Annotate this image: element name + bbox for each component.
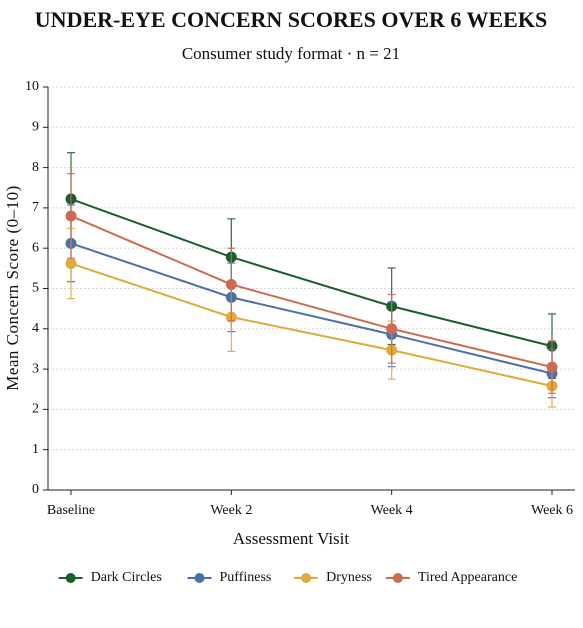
y-tick-label: 3: [32, 361, 39, 376]
y-tick-label: 6: [32, 240, 39, 255]
point: [386, 323, 398, 335]
y-axis-title: Mean Concern Score (0–10): [3, 185, 22, 391]
x-tick-label: Week 4: [371, 503, 413, 518]
x-tick-label: Week 6: [531, 503, 573, 518]
point: [546, 361, 558, 373]
chart-title: UNDER-EYE CONCERN SCORES OVER 6 WEEKS: [35, 7, 547, 32]
legend-label: Tired Appearance: [418, 570, 517, 585]
point: [225, 278, 237, 290]
chart-subtitle: Consumer study format · n = 21: [182, 44, 400, 63]
point: [65, 210, 77, 222]
y-tick-label: 10: [25, 79, 39, 94]
y-tick-label: 9: [32, 120, 39, 135]
y-tick-label: 4: [32, 321, 39, 336]
legend-marker: [65, 573, 76, 583]
legend-marker: [392, 573, 403, 583]
series-line: [70, 242, 553, 375]
y-tick-label: 1: [32, 442, 39, 457]
y-tick-label: 0: [32, 482, 39, 497]
x-tick-label: Baseline: [47, 503, 95, 518]
legend-label: Dryness: [326, 570, 372, 585]
point: [65, 258, 77, 270]
y-tick-label: 2: [32, 402, 39, 417]
legend-label: Dark Circles: [91, 570, 162, 585]
series-line: [70, 215, 553, 369]
series-line: [70, 198, 553, 348]
legend-marker: [301, 573, 312, 583]
legend-label: Puffiness: [220, 570, 272, 585]
y-tick-label: 8: [32, 160, 39, 175]
series-line: [70, 262, 553, 388]
y-tick-label: 5: [32, 281, 39, 296]
legend-marker: [194, 573, 205, 583]
x-axis-title: Assessment Visit: [233, 529, 350, 548]
y-tick-label: 7: [32, 200, 39, 215]
x-tick-label: Week 2: [210, 503, 252, 518]
